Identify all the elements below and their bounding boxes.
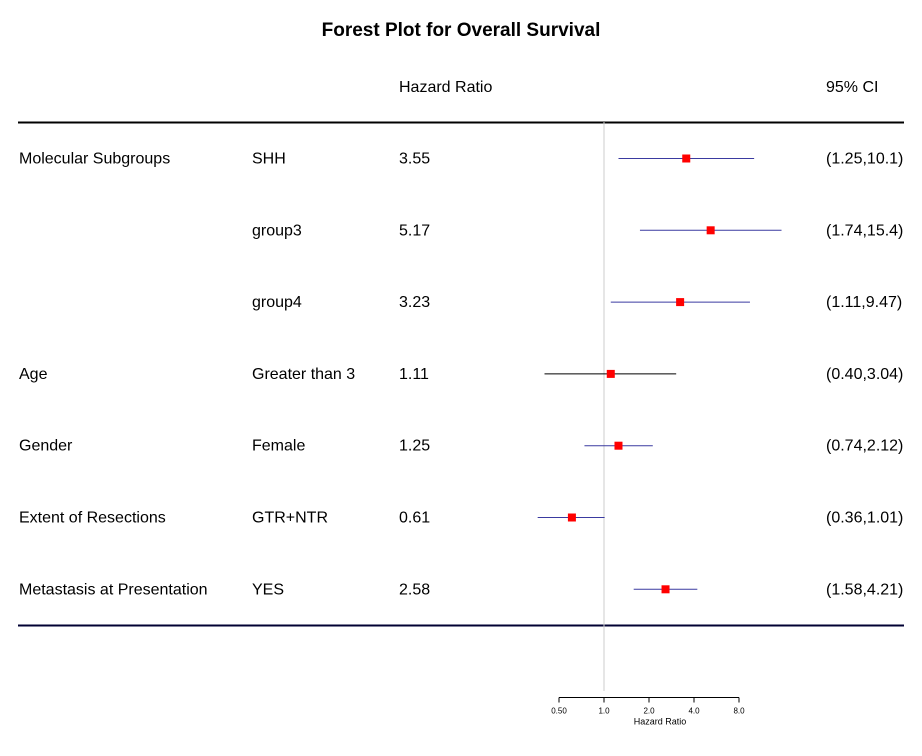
hazard-ratio-point [682,154,691,163]
row-level-label: Greater than 3 [252,366,355,383]
row-ci-value: (0.40,3.04) [826,366,903,383]
forest-row: group3 5.17 (1.74,15.4) [252,222,903,239]
row-variable-label: Age [19,366,48,383]
row-ci-value: (0.74,2.12) [826,438,903,455]
row-hazard-ratio-value: 2.58 [399,581,430,598]
hazard-ratio-point [567,513,576,522]
row-level-label: YES [252,581,284,598]
row-ci-value: (1.58,4.21) [826,581,903,598]
row-ci-value: (1.25,10.1) [826,151,903,168]
row-variable-label: Gender [19,438,73,455]
hazard-ratio-point [606,369,615,378]
x-axis: 0.50 1.0 2.0 4.0 8.0 Hazard Ratio [551,697,745,727]
row-variable-label: Extent of Resections [19,510,166,527]
x-tick-label: 1.0 [598,707,610,716]
chart-title: Forest Plot for Overall Survival [322,20,601,41]
header-ci: 95% CI [826,79,878,96]
header-hazard-ratio: Hazard Ratio [399,79,492,96]
forest-row: Gender Female 1.25 (0.74,2.12) [19,438,903,455]
x-tick-label: 2.0 [643,707,655,716]
forest-row: Extent of Resections GTR+NTR 0.61 (0.36,1.0… [19,510,903,527]
x-tick-label: 0.50 [551,707,567,716]
row-level-label: GTR+NTR [252,510,328,527]
hazard-ratio-point [661,585,670,594]
hazard-ratio-point [614,441,623,450]
row-ci-value: (0.36,1.01) [826,510,903,527]
row-level-label: SHH [252,151,286,168]
forest-row: Metastasis at Presentation YES 2.58 (1.58,4… [19,581,903,598]
forest-row: Molecular Subgroups SHH 3.55 (1.25,10.1) [19,151,903,168]
row-hazard-ratio-value: 5.17 [399,222,430,239]
row-hazard-ratio-value: 0.61 [399,510,430,527]
row-variable-label: Metastasis at Presentation [19,581,208,598]
hazard-ratio-point [706,226,715,235]
rows-layer: Molecular Subgroups SHH 3.55 (1.25,10.1) gro… [19,151,903,599]
forest-row: group4 3.23 (1.11,9.47) [252,294,902,311]
row-variable-label: Molecular Subgroups [19,151,170,168]
row-level-label: group3 [252,222,302,239]
row-level-label: Female [252,438,305,455]
row-hazard-ratio-value: 3.23 [399,294,430,311]
x-tick-label: 4.0 [688,707,700,716]
x-axis-label: Hazard Ratio [634,717,687,727]
row-level-label: group4 [252,294,302,311]
row-hazard-ratio-value: 1.25 [399,438,430,455]
row-hazard-ratio-value: 1.11 [399,366,429,383]
forest-row: Age Greater than 3 1.11 (0.40,3.04) [19,366,903,383]
row-hazard-ratio-value: 3.55 [399,151,430,168]
row-ci-value: (1.74,15.4) [826,222,903,239]
hazard-ratio-point [676,298,685,307]
x-tick-label: 8.0 [733,707,745,716]
row-ci-value: (1.11,9.47) [826,294,902,311]
